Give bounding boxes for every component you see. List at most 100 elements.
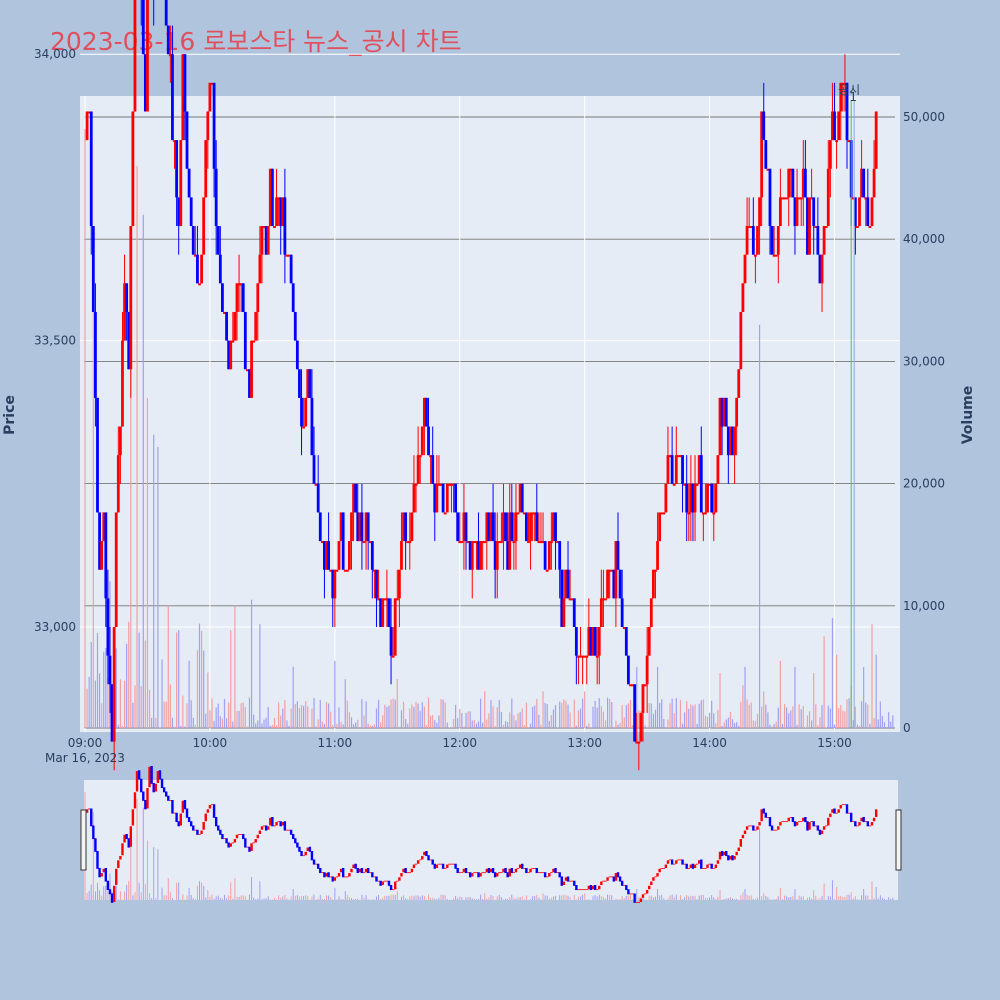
slider-volume-bar <box>409 896 411 900</box>
volume-bar <box>473 720 475 728</box>
candle-body <box>793 197 797 227</box>
volume-bar <box>673 713 675 728</box>
slider-volume-bar <box>492 896 494 900</box>
range-slider-right-handle[interactable] <box>895 809 902 871</box>
candle-body <box>627 655 630 685</box>
volume-bar <box>781 723 784 728</box>
slider-volume-bar <box>827 895 829 900</box>
volume-bar <box>144 640 146 728</box>
slider-volume-bar <box>848 894 850 900</box>
volume-bar <box>815 704 817 728</box>
slider-volume-bar <box>650 895 652 900</box>
slider-volume-bar <box>361 894 363 900</box>
slider-volume-bar <box>242 895 244 900</box>
slider-volume-bar <box>365 895 367 900</box>
volume-bar <box>271 725 273 728</box>
volume-bar <box>800 709 802 728</box>
volume-bar <box>344 679 346 728</box>
volume-bar <box>323 723 326 728</box>
candle-body <box>508 512 512 570</box>
candle-body <box>781 197 784 200</box>
slider-volume-bar <box>555 895 557 900</box>
candle-body <box>395 598 399 601</box>
volume-bar <box>436 722 438 728</box>
candle-body <box>277 197 281 200</box>
candle-body <box>643 684 647 687</box>
candle-body <box>491 512 495 542</box>
slider-volume-bar <box>619 899 621 900</box>
candle-body <box>493 541 497 570</box>
slider-volume-bar <box>251 876 253 900</box>
candle-body <box>568 598 572 601</box>
slider-volume-bar <box>511 894 513 900</box>
volume-bar <box>90 642 92 728</box>
slider-volume-bar <box>311 896 313 900</box>
volume-bar <box>386 706 388 728</box>
volume-bar <box>232 721 234 728</box>
volume-bar <box>134 685 136 728</box>
volume-bar <box>244 707 246 728</box>
volume-bar <box>198 623 201 728</box>
candle-body <box>868 226 872 229</box>
time-tick-label: 11:00 <box>318 736 353 750</box>
volume-bar <box>465 712 467 728</box>
candle-body <box>281 197 285 227</box>
slider-volume-bar <box>265 898 267 900</box>
volume-bar <box>731 719 734 728</box>
volume-bar <box>577 710 580 728</box>
slider-volume-bar <box>88 890 90 900</box>
slider-volume-bar <box>525 895 527 900</box>
volume-bar <box>717 709 719 728</box>
volume-bar <box>638 710 640 728</box>
slider-volume-bar <box>879 895 881 900</box>
slider-volume-bar <box>328 895 330 900</box>
slider-volume-bar <box>217 895 219 900</box>
volume-bar <box>602 711 605 728</box>
slider-volume-bar <box>153 847 155 900</box>
volume-bar <box>877 719 879 728</box>
candle-body <box>845 82 849 141</box>
slider-volume-bar <box>657 889 659 900</box>
slider-volume-bar <box>823 883 825 900</box>
volume-bar <box>240 703 242 728</box>
slider-volume-bar <box>652 897 654 900</box>
volume-bar <box>209 710 211 728</box>
volume-bar <box>613 727 615 728</box>
slider-volume-bar <box>486 898 488 900</box>
slider-volume-bar <box>746 894 748 900</box>
volume-bar <box>398 727 400 728</box>
volume-bar <box>409 708 411 728</box>
candle-body <box>666 455 670 484</box>
candle-body <box>570 598 574 601</box>
volume-bar <box>336 723 338 728</box>
volume-bar <box>163 701 165 728</box>
candle-body <box>824 226 828 229</box>
candle-body <box>524 512 528 542</box>
volume-bar <box>261 723 263 728</box>
candle-body <box>841 82 845 85</box>
slider-volume-bar <box>130 834 132 900</box>
slider-volume-bar <box>496 896 498 900</box>
volume-bar <box>115 648 117 728</box>
candle-body <box>472 541 476 544</box>
slider-volume-bar <box>513 897 515 900</box>
candle-body <box>112 627 116 742</box>
candle-body <box>179 140 183 227</box>
slider-volume-bar <box>756 897 758 900</box>
candle-body <box>641 684 645 713</box>
volume-bar <box>808 711 811 728</box>
slider-volume-bar <box>490 894 492 900</box>
candle-body <box>314 483 318 486</box>
slider-volume-bar <box>715 899 717 900</box>
volume-bar <box>581 698 584 728</box>
candle-body <box>495 541 499 570</box>
candle-body <box>766 168 770 171</box>
slider-volume-bar <box>617 899 619 900</box>
candle-body <box>100 541 104 570</box>
slider-volume-bar <box>236 896 238 900</box>
candle-body <box>543 541 547 570</box>
range-slider-left-handle[interactable] <box>80 809 87 871</box>
range-slider[interactable] <box>84 780 898 900</box>
candle-body <box>533 512 537 515</box>
candle-body <box>558 541 562 570</box>
